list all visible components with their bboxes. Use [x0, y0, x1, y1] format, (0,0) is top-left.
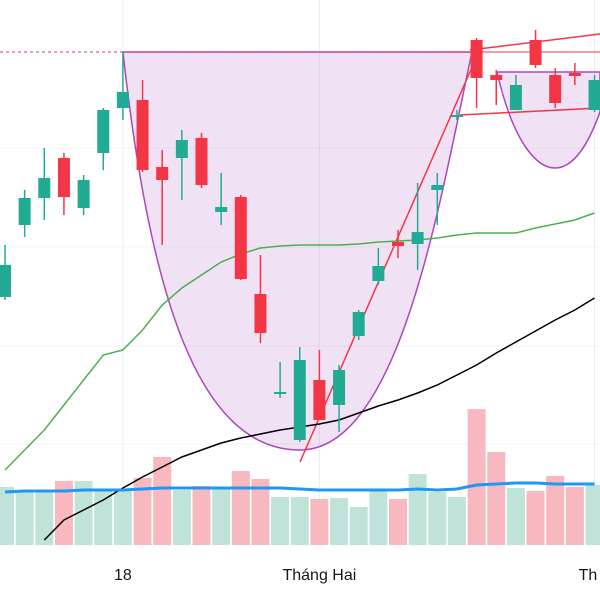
volume-bar [389, 499, 407, 545]
candle-body [0, 265, 11, 297]
volume-bar [74, 481, 93, 545]
candle-body [372, 266, 385, 281]
candle-body [509, 85, 522, 110]
volume-bar [251, 479, 270, 545]
trend-line [299, 57, 477, 463]
volume-bar [408, 474, 427, 545]
candle-body [352, 312, 365, 336]
candle-body [156, 167, 169, 180]
candle-body [57, 158, 70, 197]
volume-bar [330, 498, 349, 545]
volume-bar [546, 476, 565, 545]
candle-body [490, 75, 503, 80]
candle-body [77, 180, 90, 208]
volume-bar [447, 497, 466, 545]
candle-body [254, 294, 267, 333]
drawings [0, 33, 600, 463]
x-axis-area [0, 546, 600, 600]
volume-bar [192, 486, 211, 545]
moving-average [43, 297, 595, 541]
volume-bar [565, 487, 584, 545]
volume-bar [467, 409, 486, 545]
volume-bar [113, 489, 132, 545]
volume-bar [290, 497, 309, 545]
volume-bar [0, 487, 14, 545]
candle-body [333, 370, 346, 405]
volume-bar [153, 457, 172, 545]
volume-bar [428, 492, 447, 545]
volume-layer [0, 409, 600, 545]
volume-bar [526, 491, 545, 545]
candle-body [392, 242, 404, 246]
candle-body [274, 392, 287, 394]
candle-layer [0, 30, 600, 442]
candle-body [175, 140, 188, 158]
candle-body [293, 360, 306, 440]
volume-bar [585, 485, 600, 545]
candle-body [38, 178, 51, 198]
candle-body [313, 380, 326, 420]
x-axis: 18 Tháng Hai Th [114, 567, 597, 584]
volume-bar [35, 490, 54, 545]
candle-body [431, 185, 444, 190]
line-layer [4, 212, 595, 541]
candle-body [588, 80, 600, 110]
volume-bar [310, 499, 329, 545]
volume-bar [94, 489, 113, 545]
volume-bar [231, 471, 250, 545]
volume-bar [506, 488, 525, 545]
candle-body [116, 92, 129, 108]
candle-body [18, 198, 31, 225]
candle-body [195, 138, 208, 185]
candle-body [136, 100, 149, 170]
volume-bar [54, 481, 73, 545]
candle-body [450, 115, 463, 117]
channel-bottom [459, 107, 600, 116]
candle-body [215, 207, 228, 212]
volume-bar [487, 452, 506, 545]
candle-body [411, 232, 424, 244]
volume-bar [349, 507, 368, 545]
x-tick-label: Tháng Hai [282, 567, 356, 584]
x-tick-label: 18 [114, 567, 132, 584]
candle-body [234, 197, 247, 279]
moving-average [4, 212, 595, 471]
volume-bar [15, 490, 34, 545]
handle-shape [496, 71, 600, 169]
moving-average [4, 481, 595, 494]
cup-shape [122, 51, 473, 451]
candle-body [549, 75, 562, 103]
candle-body [97, 110, 110, 153]
volume-bar [212, 488, 231, 545]
candle-body [568, 73, 581, 76]
volume-bar [369, 491, 388, 545]
volume-bar [133, 478, 152, 545]
volume-bar [172, 490, 191, 545]
x-tick-label: Th [579, 567, 598, 584]
candle-body [470, 40, 483, 78]
candle-body [529, 40, 542, 65]
volume-bar [271, 497, 290, 545]
